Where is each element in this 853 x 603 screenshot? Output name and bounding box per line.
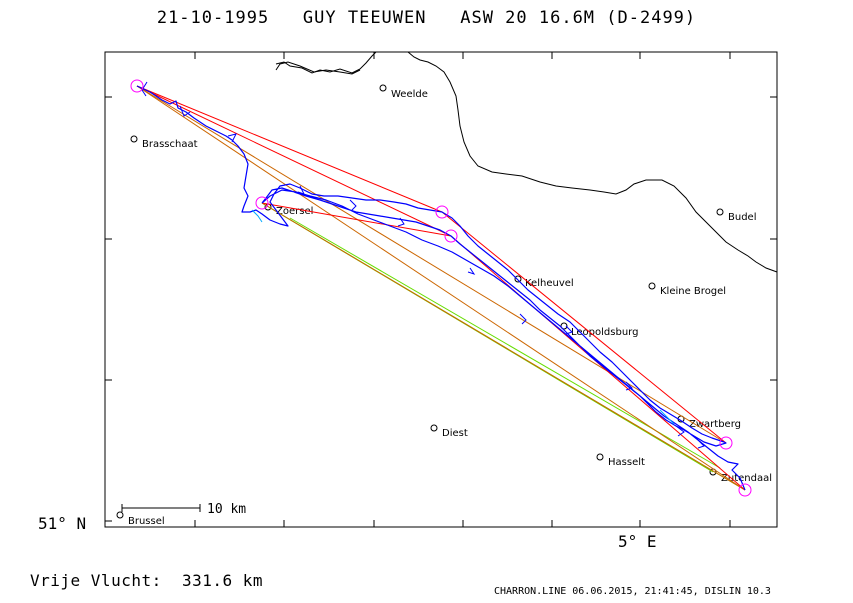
town-marker-budel: [716, 208, 724, 216]
town-label-diest: Diest: [442, 428, 468, 439]
town-label-kleine-brogel: Kleine Brogel: [660, 286, 726, 297]
town-marker-kleine-brogel: [648, 282, 656, 290]
town-label-kelheuvel: Kelheuvel: [525, 278, 574, 289]
town-label-zutendaal: Zutendaal: [721, 473, 772, 484]
country-border: [275, 51, 778, 273]
town-label-brussel: Brussel: [128, 516, 165, 527]
footer-info: CHARRON.LINE 06.06.2015, 21:41:45, DISLI…: [494, 586, 771, 597]
turnpoint-north: [435, 205, 449, 219]
longitude-label: 5° E: [618, 532, 657, 551]
distance-value: 331.6 km: [182, 571, 264, 590]
pilot-name: GUY TEEUWEN: [302, 8, 427, 28]
turnpoint-mid: [444, 229, 458, 243]
border-enclave: [275, 61, 361, 75]
town-marker-leopoldsburg: [560, 322, 568, 330]
town-marker-kelheuvel: [514, 275, 522, 283]
town-markers: [116, 84, 724, 519]
distance-label: Vrije Vlucht:: [30, 571, 162, 590]
turnpoint-zoersel: [255, 196, 269, 210]
gps-track-cyan: [251, 209, 675, 425]
town-labels: Weelde Brasschaat Zoersel Budel Kelheuve…: [128, 89, 772, 527]
town-label-brasschaat: Brasschaat: [142, 139, 198, 150]
turnpoint-east: [719, 436, 733, 450]
turnpoint-start: [130, 79, 144, 93]
town-label-leopoldsburg: Leopoldsburg: [571, 327, 638, 338]
town-label-zwartberg: Zwartberg: [689, 419, 741, 430]
flight-title: 21-10-1995 GUY TEEUWEN ASW 20 16.6M (D-2…: [0, 8, 853, 28]
axis-ticks: [105, 52, 777, 527]
turnpoints: [130, 79, 752, 497]
map-frame: [104, 51, 778, 528]
town-marker-brussel: [116, 511, 124, 519]
town-marker-hasselt: [596, 453, 604, 461]
town-marker-weelde: [379, 84, 387, 92]
town-label-zoersel: Zoersel: [276, 206, 313, 217]
scale-bar: [121, 504, 201, 512]
latitude-label: 51° N: [38, 514, 87, 533]
flight-date: 21-10-1995: [156, 8, 270, 28]
task-legs-red: [136, 85, 746, 491]
town-label-budel: Budel: [728, 212, 756, 223]
town-marker-brasschaat: [130, 135, 138, 143]
free-flight-distance: Vrije Vlucht: 331.6 km: [30, 571, 263, 590]
scale-bar-label: 10 km: [207, 502, 246, 517]
town-marker-diest: [430, 424, 438, 432]
glider-type: ASW 20 16.6M (D-2499): [460, 8, 697, 28]
town-label-weelde: Weelde: [391, 89, 428, 100]
turnpoint-finish: [738, 483, 752, 497]
town-label-hasselt: Hasselt: [608, 457, 645, 468]
